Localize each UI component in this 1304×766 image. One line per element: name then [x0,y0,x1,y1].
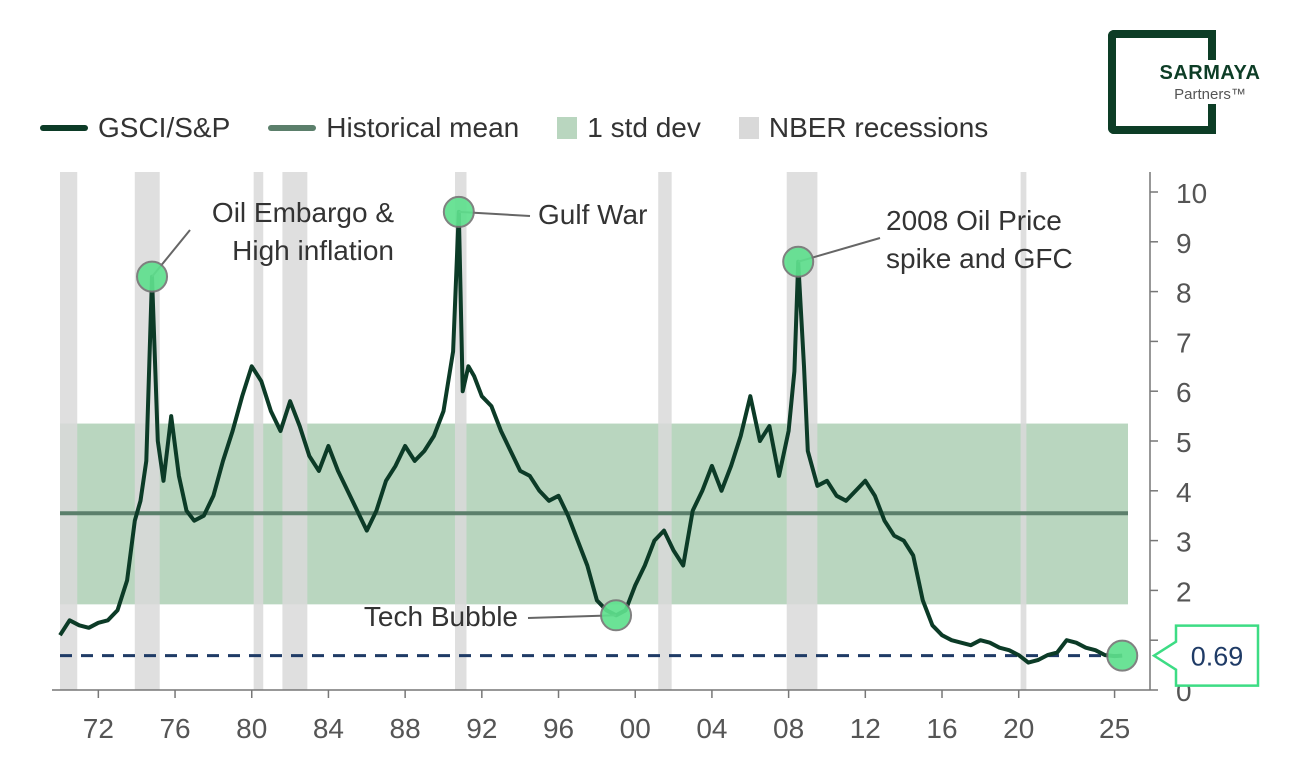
brand-sub: Partners™ [1152,86,1268,103]
y-tick-label: 7 [1176,327,1192,358]
legend-swatch-recessions [738,117,759,139]
legend-swatch-gsci [40,125,88,131]
x-tick-label: 92 [466,713,497,744]
recession-bar [658,172,672,690]
recession-bar [253,172,264,690]
x-tick-label: 16 [926,713,957,744]
annotation-marker [442,195,475,228]
recession-bar [60,172,78,690]
legend-swatch-std [557,117,578,139]
y-tick-label: 3 [1176,527,1192,558]
x-tick-label: 20 [1003,713,1034,744]
x-tick-label: 04 [696,713,727,744]
annotation-marker [600,599,633,632]
legend-label-recessions: NBER recessions [768,112,989,143]
legend: GSCI/S&P Historical mean 1 std dev NBER … [40,112,1026,144]
y-tick-label: 5 [1176,427,1192,458]
x-tick-label: 08 [773,713,804,744]
x-tick-label: 88 [390,713,421,744]
annotation-label: Oil Embargo & [212,197,394,228]
legend-swatch-mean [268,125,317,131]
logo-frame-right [1200,30,1216,134]
logo-frame [1108,30,1216,134]
recession-bar [454,172,467,690]
x-tick-label: 84 [313,713,344,744]
x-tick-label: 76 [159,713,190,744]
y-tick-label: 2 [1176,576,1192,607]
y-tick-label: 8 [1176,278,1192,309]
y-tick-label: 6 [1176,377,1192,408]
legend-item-mean: Historical mean [268,112,519,144]
annotation-marker [782,245,815,278]
current-value-marker [1106,639,1139,672]
y-tick-label: 10 [1176,178,1207,209]
x-tick-label: 72 [83,713,114,744]
recession-bar [1020,172,1027,690]
y-tick-label: 9 [1176,228,1192,259]
legend-item-std: 1 std dev [557,112,701,144]
series-line-gsci [58,209,1123,665]
legend-label-gsci: GSCI/S&P [98,112,231,143]
annotation-label: Tech Bubble [364,601,518,632]
current-value-callout [1151,624,1260,687]
legend-label-std: 1 std dev [587,112,701,143]
annotation-marker [136,260,169,293]
x-tick-label: 00 [620,713,651,744]
legend-item-recessions: NBER recessions [738,112,989,144]
current-value-label: 0.69 [1191,642,1244,672]
x-tick-label: 25 [1099,713,1130,744]
annotation-label: High inflation [232,235,394,266]
x-tick-label: 96 [543,713,574,744]
legend-label-mean: Historical mean [326,112,520,143]
y-tick-label: 4 [1176,477,1192,508]
annotation-label: spike and GFC [886,243,1073,274]
x-tick-label: 12 [850,713,881,744]
annotation-label: 2008 Oil Price [886,205,1062,236]
x-tick-label: 80 [236,713,267,744]
brand-name: SARMAYA [1152,62,1268,85]
annotation-label: Gulf War [538,199,647,230]
legend-item-gsci: GSCI/S&P [40,112,230,144]
